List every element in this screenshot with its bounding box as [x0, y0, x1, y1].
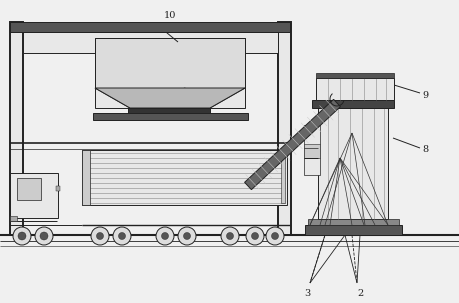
Bar — [95, 38, 245, 108]
Circle shape — [272, 232, 279, 239]
Text: 8: 8 — [422, 145, 428, 155]
Polygon shape — [245, 99, 341, 190]
Circle shape — [18, 232, 26, 240]
Text: 10: 10 — [164, 11, 176, 20]
Circle shape — [226, 232, 234, 239]
Bar — [278, 22, 291, 235]
Circle shape — [246, 227, 264, 245]
Bar — [56, 186, 60, 191]
Circle shape — [96, 232, 103, 239]
Bar — [10, 22, 23, 235]
Circle shape — [118, 232, 125, 239]
Bar — [304, 144, 320, 158]
Bar — [10, 22, 290, 32]
Circle shape — [184, 232, 190, 239]
Text: 3: 3 — [304, 289, 310, 298]
Polygon shape — [95, 38, 245, 88]
Circle shape — [91, 227, 109, 245]
Bar — [82, 150, 90, 205]
Bar — [312, 100, 394, 108]
Circle shape — [13, 227, 31, 245]
Circle shape — [40, 232, 48, 240]
Bar — [10, 173, 58, 218]
Circle shape — [35, 227, 53, 245]
Bar — [316, 78, 394, 100]
Bar — [23, 32, 278, 53]
Bar — [10, 216, 17, 221]
Bar — [305, 225, 402, 235]
Circle shape — [156, 227, 174, 245]
Circle shape — [252, 232, 258, 239]
Bar — [82, 150, 287, 205]
Bar — [304, 125, 320, 175]
Bar — [318, 108, 388, 219]
Circle shape — [221, 227, 239, 245]
Circle shape — [113, 227, 131, 245]
Bar — [17, 178, 41, 200]
Circle shape — [266, 227, 284, 245]
Bar — [308, 219, 399, 225]
Polygon shape — [95, 88, 245, 108]
Bar — [316, 73, 394, 78]
Bar — [128, 108, 210, 117]
Text: 2: 2 — [357, 289, 363, 298]
Text: 9: 9 — [422, 91, 428, 99]
Bar — [281, 152, 285, 203]
Circle shape — [178, 227, 196, 245]
Circle shape — [162, 232, 168, 239]
Bar — [93, 113, 248, 120]
